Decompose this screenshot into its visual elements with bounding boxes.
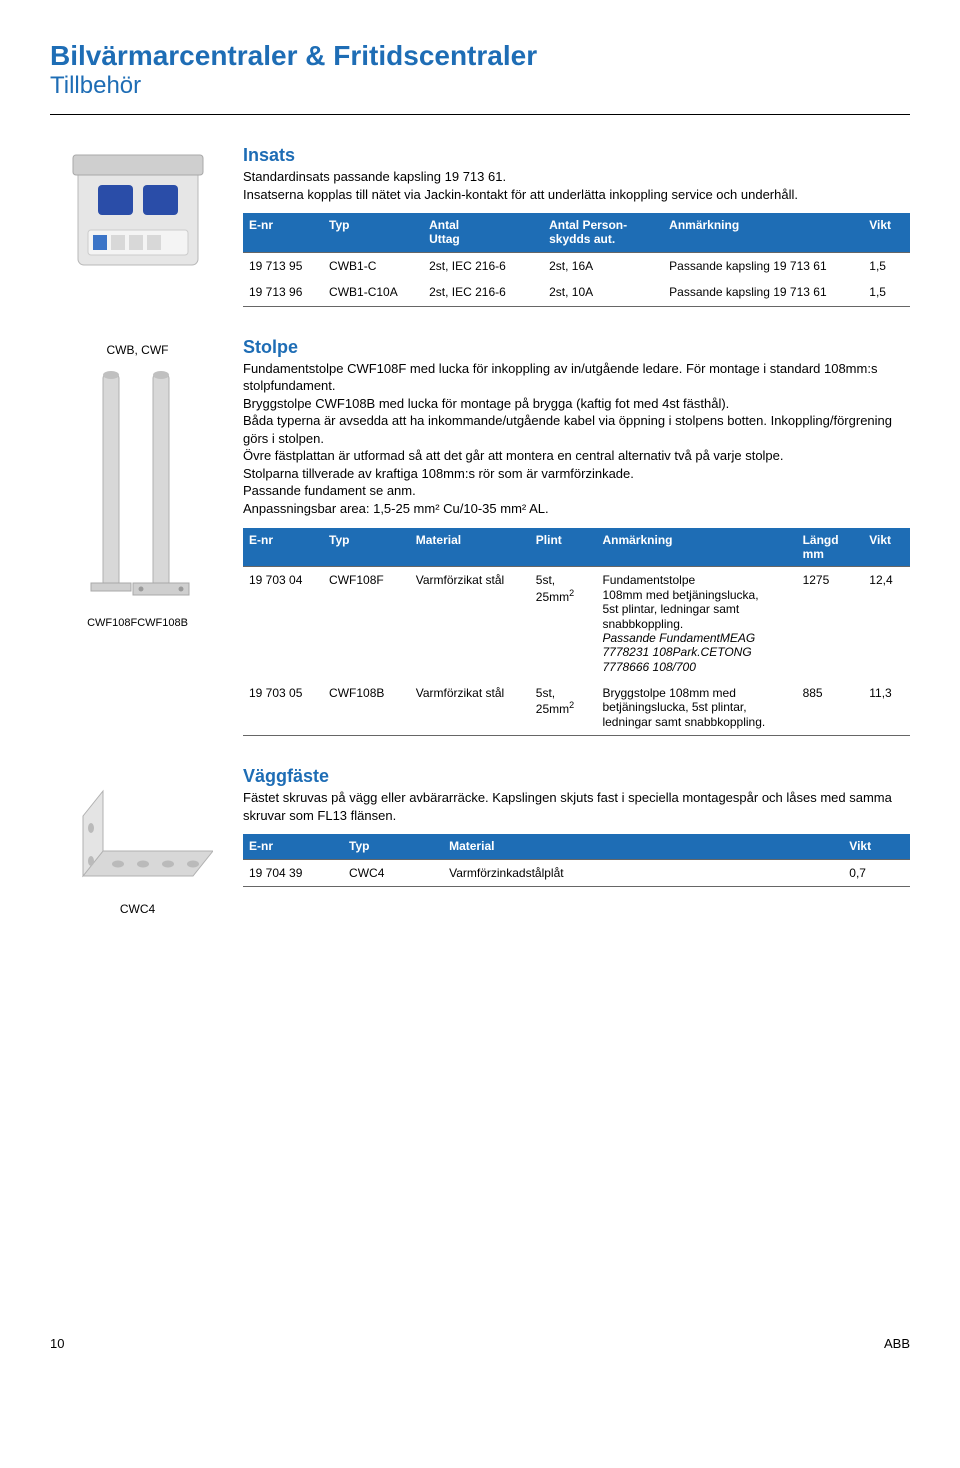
col-vikt: Vikt bbox=[863, 528, 910, 567]
col-langd: Längdmm bbox=[797, 528, 864, 567]
col-typ: Typ bbox=[323, 528, 410, 567]
cell-plint: 5st,25mm2 bbox=[530, 680, 597, 735]
vaggfaste-table-header: E-nr Typ Material Vikt bbox=[243, 834, 910, 858]
col-enr: E-nr bbox=[243, 834, 343, 858]
cell-anm: Fundamentstolpe108mm med betjäningslucka… bbox=[596, 567, 796, 680]
cell-langd: 1275 bbox=[797, 567, 864, 680]
cell-vikt: 11,3 bbox=[863, 680, 910, 735]
vaggfaste-section: CWC4 Väggfäste Fästet skruvas på vägg el… bbox=[50, 766, 910, 916]
insats-title: Insats bbox=[243, 145, 910, 166]
cell-enr: 19 713 96 bbox=[243, 279, 323, 305]
stolpe-image-col: CWB, CWF CWF108F CWF108B bbox=[50, 337, 225, 737]
col-material: Material bbox=[410, 528, 530, 567]
cell-person: 2st, 16A bbox=[543, 253, 663, 279]
vaggfaste-title: Väggfäste bbox=[243, 766, 910, 787]
insats-content: Insats Standardinsats passande kapsling … bbox=[243, 145, 910, 307]
table-rule bbox=[243, 306, 910, 307]
cell-enr: 19 704 39 bbox=[243, 860, 343, 886]
cell-enr: 19 713 95 bbox=[243, 253, 323, 279]
cell-typ: CWB1-C bbox=[323, 253, 423, 279]
insats-product-image bbox=[63, 145, 213, 285]
cell-typ: CWF108F bbox=[323, 567, 410, 680]
cell-typ: CWF108B bbox=[323, 680, 410, 735]
stolpe-section: CWB, CWF CWF108F CWF108B Stolpe Fundamen… bbox=[50, 337, 910, 737]
col-typ: Typ bbox=[343, 834, 443, 858]
table-row: 19 713 96 CWB1-C10A 2st, IEC 216-6 2st, … bbox=[243, 279, 910, 305]
vaggfaste-image-col: CWC4 bbox=[50, 766, 225, 916]
cell-vikt: 1,5 bbox=[863, 253, 910, 279]
cell-uttag: 2st, IEC 216-6 bbox=[423, 253, 543, 279]
footer-brand: ABB bbox=[884, 1336, 910, 1351]
cell-plint: 5st,25mm2 bbox=[530, 567, 597, 680]
stolpe-content: Stolpe Fundamentstolpe CWF108F med lucka… bbox=[243, 337, 910, 737]
table-row: 19 703 05 CWF108B Varmförzikat stål 5st,… bbox=[243, 680, 910, 735]
table-rule bbox=[243, 735, 910, 736]
cell-anm: Passande kapsling 19 713 61 bbox=[663, 253, 863, 279]
stolpe-table: E-nr Typ Material Plint Anmärkning Längd… bbox=[243, 528, 910, 737]
col-typ: Typ bbox=[323, 213, 423, 252]
table-rule bbox=[243, 886, 910, 887]
title-rule bbox=[50, 114, 910, 115]
cell-anm: Bryggstolpe 108mm med betjäningslucka, 5… bbox=[596, 680, 796, 735]
cell-material: Varmförzikat stål bbox=[410, 567, 530, 680]
insats-desc-1: Standardinsats passande kapsling 19 713 … bbox=[243, 169, 506, 184]
col-enr: E-nr bbox=[243, 213, 323, 252]
table-row: 19 704 39 CWC4 Varmförzinkadstålplåt 0,7 bbox=[243, 860, 910, 886]
cell-enr: 19 703 04 bbox=[243, 567, 323, 680]
col-antal-uttag: AntalUttag bbox=[423, 213, 543, 252]
col-antal-person: Antal Person-skydds aut. bbox=[543, 213, 663, 252]
page-title: Bilvärmarcentraler & Fritidscentraler bbox=[50, 40, 910, 72]
table-row: 19 703 04 CWF108F Varmförzikat stål 5st,… bbox=[243, 567, 910, 680]
stolpe-label-left: CWF108F bbox=[87, 617, 137, 629]
page-number: 10 bbox=[50, 1336, 64, 1351]
insats-table-header: E-nr Typ AntalUttag Antal Person-skydds … bbox=[243, 213, 910, 252]
cell-uttag: 2st, IEC 216-6 bbox=[423, 279, 543, 305]
cell-langd: 885 bbox=[797, 680, 864, 735]
vaggfaste-product-image bbox=[63, 766, 213, 896]
stolpe-title: Stolpe bbox=[243, 337, 910, 358]
cell-material: Varmförzikat stål bbox=[410, 680, 530, 735]
table-row: 19 713 95 CWB1-C 2st, IEC 216-6 2st, 16A… bbox=[243, 253, 910, 279]
insats-image-col bbox=[50, 145, 225, 307]
page-subtitle: Tillbehör bbox=[50, 72, 910, 100]
col-enr: E-nr bbox=[243, 528, 323, 567]
col-anm: Anmärkning bbox=[663, 213, 863, 252]
vaggfaste-content: Väggfäste Fästet skruvas på vägg eller a… bbox=[243, 766, 910, 916]
vaggfaste-left-label: CWC4 bbox=[120, 902, 155, 916]
stolpe-label-right: CWF108B bbox=[137, 617, 188, 629]
insats-desc: Standardinsats passande kapsling 19 713 … bbox=[243, 168, 910, 203]
cell-enr: 19 703 05 bbox=[243, 680, 323, 735]
stolpe-left-label: CWB, CWF bbox=[107, 343, 169, 357]
vaggfaste-table: E-nr Typ Material Vikt 19 704 39 CWC4 Va… bbox=[243, 834, 910, 887]
col-anm: Anmärkning bbox=[596, 528, 796, 567]
cell-typ: CWC4 bbox=[343, 860, 443, 886]
stolpe-image-labels: CWF108F CWF108B bbox=[87, 617, 188, 629]
stolpe-product-image bbox=[63, 365, 213, 615]
cell-typ: CWB1-C10A bbox=[323, 279, 423, 305]
page-footer: 10 ABB bbox=[50, 1336, 910, 1351]
col-plint: Plint bbox=[530, 528, 597, 567]
insats-desc-2: Insatserna kopplas till nätet via Jackin… bbox=[243, 187, 798, 202]
insats-table: E-nr Typ AntalUttag Antal Person-skydds … bbox=[243, 213, 910, 307]
vaggfaste-desc: Fästet skruvas på vägg eller avbärarräck… bbox=[243, 789, 910, 824]
cell-vikt: 1,5 bbox=[863, 279, 910, 305]
col-material: Material bbox=[443, 834, 843, 858]
stolpe-desc: Fundamentstolpe CWF108F med lucka för in… bbox=[243, 360, 910, 518]
col-vikt: Vikt bbox=[863, 213, 910, 252]
cell-material: Varmförzinkadstålplåt bbox=[443, 860, 843, 886]
cell-anm: Passande kapsling 19 713 61 bbox=[663, 279, 863, 305]
cell-person: 2st, 10A bbox=[543, 279, 663, 305]
cell-vikt: 12,4 bbox=[863, 567, 910, 680]
insats-section: Insats Standardinsats passande kapsling … bbox=[50, 145, 910, 307]
stolpe-table-header: E-nr Typ Material Plint Anmärkning Längd… bbox=[243, 528, 910, 567]
cell-vikt: 0,7 bbox=[843, 860, 910, 886]
col-vikt: Vikt bbox=[843, 834, 910, 858]
